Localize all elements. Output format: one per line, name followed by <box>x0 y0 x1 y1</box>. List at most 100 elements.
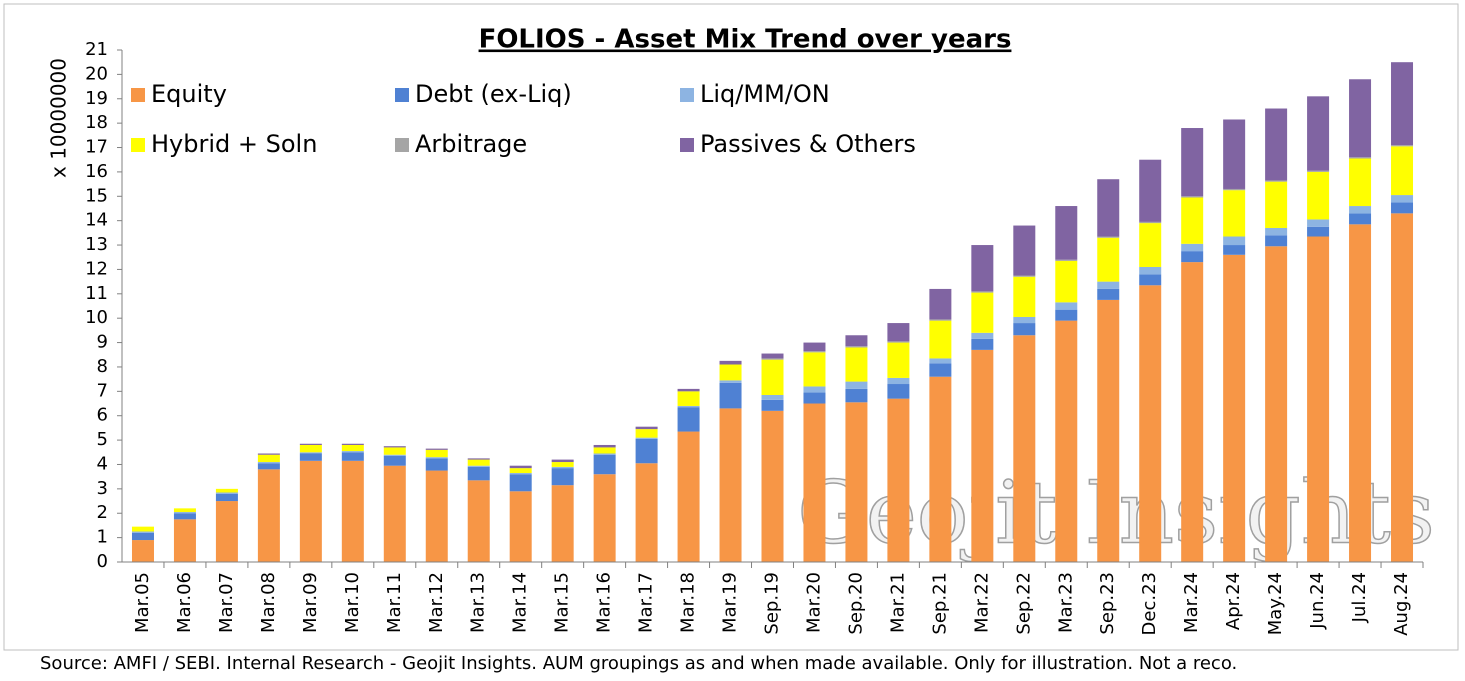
bar-segment <box>929 320 952 359</box>
bar-segment <box>173 513 196 520</box>
bar-segment <box>803 342 826 352</box>
bar-segment <box>677 431 700 562</box>
legend-label: Equity <box>151 80 227 108</box>
bar-segment <box>803 352 826 387</box>
bar-segment <box>173 512 196 514</box>
y-tick-label: 8 <box>97 356 108 377</box>
y-tick-label: 15 <box>85 185 108 206</box>
x-tick-label: Sep.23 <box>1097 572 1118 635</box>
x-tick-label: Mar.12 <box>426 572 447 633</box>
bar-segment <box>929 376 952 562</box>
legend-label: Debt (ex-Liq) <box>415 80 572 108</box>
bar-segment <box>1139 266 1162 275</box>
bar-segment <box>1307 171 1330 220</box>
x-tick-label: Sep.22 <box>1013 572 1034 635</box>
bar-segment <box>1181 251 1204 263</box>
bar-segment <box>1307 96 1330 171</box>
bar-segment <box>509 491 532 562</box>
bar-segment <box>299 443 322 445</box>
x-tick-label: Jun.24 <box>1307 572 1328 630</box>
bar-segment <box>971 291 994 293</box>
bar-segment <box>635 429 658 438</box>
x-tick-label: Mar.11 <box>384 572 405 633</box>
bar-segment <box>1139 274 1162 286</box>
x-tick-label: Mar.18 <box>678 572 699 633</box>
bar-segment <box>467 459 490 466</box>
bar-segment <box>341 443 364 445</box>
x-tick-label: Dec.23 <box>1139 572 1160 635</box>
y-tick-label: 11 <box>85 283 108 304</box>
bar-segment <box>257 463 280 470</box>
bar-segment <box>971 338 994 350</box>
bar-segment <box>1223 254 1246 563</box>
bar-segment <box>341 452 364 461</box>
x-tick-label: Mar.21 <box>887 572 908 633</box>
x-tick-label: Mar.24 <box>1181 572 1202 633</box>
bar-segment <box>719 380 742 383</box>
bar-segment <box>383 447 406 455</box>
bar-segment <box>677 391 700 406</box>
bar-segment <box>1181 128 1204 197</box>
bar-segment <box>1391 146 1414 196</box>
bar-segment <box>635 437 658 439</box>
x-tick-label: Sep.19 <box>762 572 783 635</box>
x-tick-label: Sep.20 <box>845 572 866 635</box>
bar-segment <box>1139 285 1162 562</box>
bar-segment <box>1055 206 1078 260</box>
bar-segment <box>635 426 658 430</box>
bar-segment <box>509 473 532 475</box>
bar-segment <box>1391 213 1414 562</box>
bar-segment <box>887 384 910 399</box>
bar-segment <box>215 493 238 502</box>
y-tick-label: 6 <box>97 405 108 426</box>
bar-segment <box>425 458 448 471</box>
bar-segment <box>467 466 490 481</box>
bar-segment <box>131 531 154 533</box>
bar-segment <box>929 358 952 364</box>
bar-segment <box>635 463 658 562</box>
y-tick-label: 3 <box>97 478 108 499</box>
bar-segment <box>383 446 406 448</box>
bar-segment <box>593 453 616 455</box>
bar-segment <box>1307 170 1330 172</box>
bar-segment <box>803 392 826 404</box>
bar-segment <box>551 485 574 562</box>
y-tick-label: 20 <box>85 63 108 84</box>
bar-segment <box>1391 202 1414 214</box>
bar-segment <box>971 292 994 333</box>
bar-segment <box>719 360 742 365</box>
bar-segment <box>299 460 322 562</box>
bar-segment <box>1097 288 1120 300</box>
y-tick-label: 2 <box>97 502 108 523</box>
y-tick-label: 17 <box>85 137 108 158</box>
bar-segment <box>761 353 784 359</box>
bar-segment <box>1013 316 1036 324</box>
bar-segment <box>215 492 238 494</box>
bar-segment <box>1349 213 1372 225</box>
bar-segment <box>677 388 700 392</box>
bar-segment <box>257 453 280 455</box>
y-axis-label: x 10000000 <box>47 58 71 178</box>
x-tick-label: Mar.08 <box>258 572 279 633</box>
bar-segment <box>803 386 826 393</box>
legend-swatch <box>680 138 694 152</box>
bar-segment <box>383 455 406 466</box>
bar-segment <box>719 382 742 409</box>
bar-segment <box>215 501 238 562</box>
bar-segment <box>425 449 448 458</box>
x-tick-label: May.24 <box>1265 572 1286 635</box>
bar-segment <box>467 465 490 467</box>
bar-segment <box>383 454 406 456</box>
y-tick-label: 1 <box>97 527 108 548</box>
bar-segment <box>1223 236 1246 246</box>
bar-segment <box>1265 180 1288 182</box>
y-tick-label: 18 <box>85 112 108 133</box>
bar-segment <box>467 480 490 562</box>
bar-segment <box>551 462 574 467</box>
y-tick-label: 16 <box>85 161 108 182</box>
bar-segment <box>173 508 196 513</box>
x-tick-label: Aug.24 <box>1391 572 1412 636</box>
bar-segment <box>1013 276 1036 317</box>
bar-segment <box>1223 188 1246 191</box>
bar-segment <box>929 319 952 321</box>
